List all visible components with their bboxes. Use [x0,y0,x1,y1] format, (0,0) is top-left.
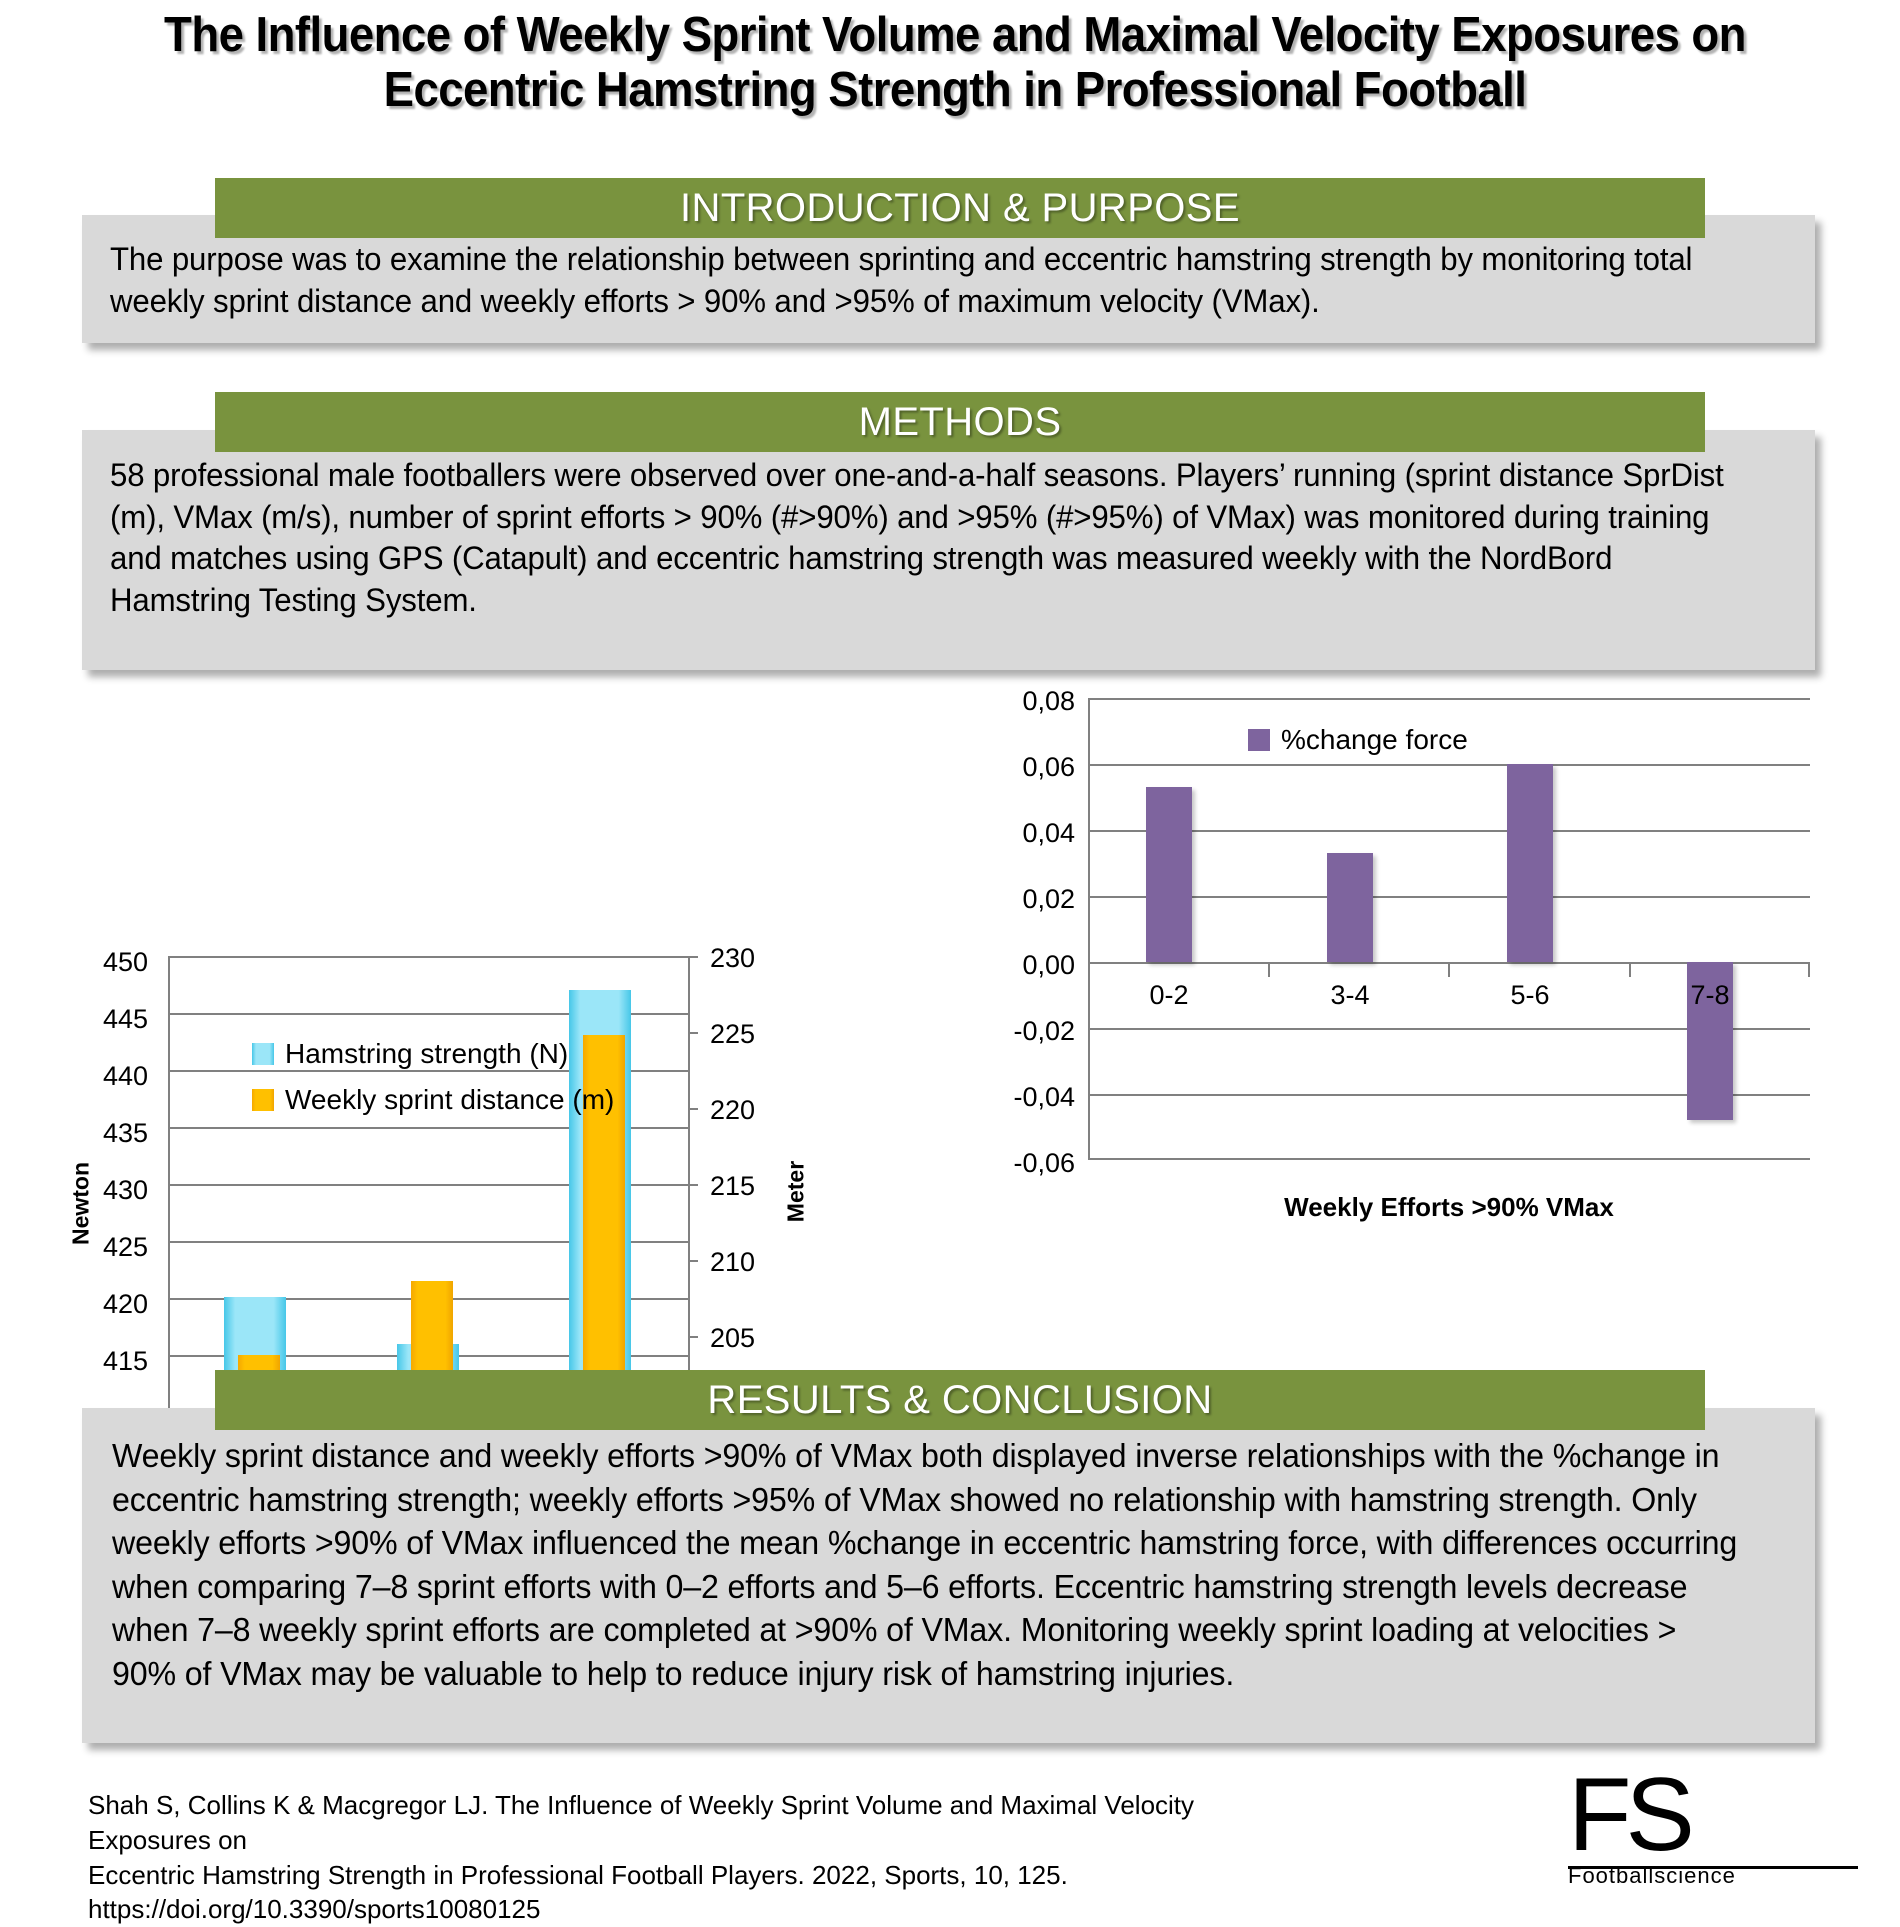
bar-sprintdist-attackers [583,1035,625,1412]
citation-line-1: Shah S, Collins K & Macgregor LJ. The In… [88,1790,1195,1855]
legend-weekly-sprint-distance: Weekly sprint distance (m) [252,1086,614,1114]
y-tick-002: 0,02 [1022,884,1075,914]
legend-label-sprintdist: Weekly sprint distance (m) [285,1084,615,1115]
plot-area-positions: Hamstring strength (N) Weekly sprint dis… [168,956,688,1424]
legend-swatch-sprintdist-icon [252,1089,274,1111]
page-title: The Influence of Weekly Sprint Volume an… [164,8,1746,117]
citation: Shah S, Collins K & Macgregor LJ. The In… [88,1788,1238,1927]
x-label-0-2: 0-2 [1149,980,1189,1010]
legend-hamstring-strength: Hamstring strength (N) [252,1040,568,1068]
gridline-435 [168,1127,688,1129]
legend-label-hamstring: Hamstring strength (N) [285,1038,569,1069]
bar-change-7-8 [1687,962,1733,1120]
y2-tick-225: 225 [710,1019,756,1049]
legend-swatch-hamstring-icon [252,1043,274,1065]
logo-monogram: FS [1568,1757,1695,1873]
x-axis-title-efforts: Weekly Efforts >90% VMax [1284,1192,1614,1222]
section-body-results: Weekly sprint distance and weekly effort… [82,1408,1815,1743]
gridline-006 [1088,764,1810,766]
x-label-3-4: 3-4 [1330,980,1370,1010]
results-text: Weekly sprint distance and weekly effort… [112,1437,1738,1692]
gridline-445 [168,1013,688,1015]
y2-tick-mark-230 [688,956,698,958]
y-tick-425: 425 [102,1232,148,1262]
bar-change-0-2 [1146,787,1192,962]
section-heading-results: RESULTS & CONCLUSION [215,1370,1705,1430]
efforts-chart: 0,08 0,06 0,04 0,02 0,00 -0,02 -0,04 -0,… [960,688,1860,1320]
bar-change-5-6 [1507,764,1553,962]
gridline-neg006 [1088,1158,1810,1160]
y2-tick-230: 230 [710,943,756,973]
y-axis-title-newton: Newton [67,1161,94,1246]
logo-divider [1568,1865,1858,1869]
gridline-neg002 [1088,1028,1810,1030]
y-tick-neg002: -0,02 [1013,1016,1075,1046]
y-tick-430: 430 [102,1175,148,1205]
positions-chart: 410 415 420 425 430 435 440 445 450 Newt… [40,700,900,1457]
y-tick-450: 450 [102,947,148,977]
gridline-450 [168,956,688,958]
introduction-text: The purpose was to examine the relations… [110,241,1693,319]
y-tick-445: 445 [102,1004,148,1034]
section-heading-introduction: INTRODUCTION & PURPOSE [215,178,1705,238]
y-tick-440: 440 [102,1061,148,1091]
gridline-002 [1088,896,1810,898]
y2-tick-220: 220 [710,1095,756,1125]
y-tick-neg006: -0,06 [1013,1148,1075,1178]
gridline-440 [168,1070,688,1072]
x-label-5-6: 5-6 [1510,980,1550,1010]
plot-area-efforts: %change force 0-2 3-4 5-6 7-8 [1088,698,1810,1160]
y-tick-415: 415 [102,1346,148,1376]
gridline-008 [1088,698,1810,700]
gridline-004 [1088,830,1810,832]
y-axis-title-meter: Meter [782,1160,809,1223]
section-heading-methods: METHODS [215,392,1705,452]
y-tick-000: 0,00 [1022,950,1075,980]
y2-tick-mark-225 [688,1032,698,1034]
x-tick-d [1808,964,1810,977]
y2-tick-205: 205 [710,1323,756,1353]
y2-tick-210: 210 [710,1247,756,1277]
y2-tick-mark-210 [688,1260,698,1262]
y-tick-004: 0,04 [1022,818,1075,848]
x-label-7-8: 7-8 [1690,980,1730,1010]
citation-line-2: Eccentric Hamstring Strength in Professi… [88,1859,1068,1890]
footballscience-logo: FS Footballscience [1568,1757,1858,1888]
x-tick-c [1629,964,1631,977]
legend-change-force: %change force [1248,726,1468,754]
y2-tick-215: 215 [710,1171,756,1201]
section-body-methods: 58 professional male footballers were ob… [82,430,1815,670]
y-tick-006: 0,06 [1022,752,1075,782]
gridline-zero [1088,962,1810,964]
methods-text: 58 professional male footballers were ob… [110,457,1724,618]
x-tick-b [1448,964,1450,977]
y-axis-line-efforts [1088,698,1090,1160]
logo-wordmark: Footballscience [1568,1862,1736,1888]
legend-swatch-changeforce-icon [1248,729,1270,751]
y-tick-435: 435 [102,1118,148,1148]
y2-tick-mark-215 [688,1184,698,1186]
gridline-neg004 [1088,1094,1810,1096]
gridline-430 [168,1184,688,1186]
y-tick-008: 0,08 [1022,686,1075,716]
gridline-425 [168,1241,688,1243]
y2-tick-mark-205 [688,1336,698,1338]
bar-change-3-4 [1327,853,1373,962]
legend-label-changeforce: %change force [1281,724,1468,755]
y-tick-neg004: -0,04 [1013,1082,1075,1112]
y-tick-420: 420 [102,1289,148,1319]
y2-tick-mark-220 [688,1108,698,1110]
citation-doi-link[interactable]: https://doi.org/10.3390/sports10080125 [88,1894,541,1925]
x-tick-a [1268,964,1270,977]
